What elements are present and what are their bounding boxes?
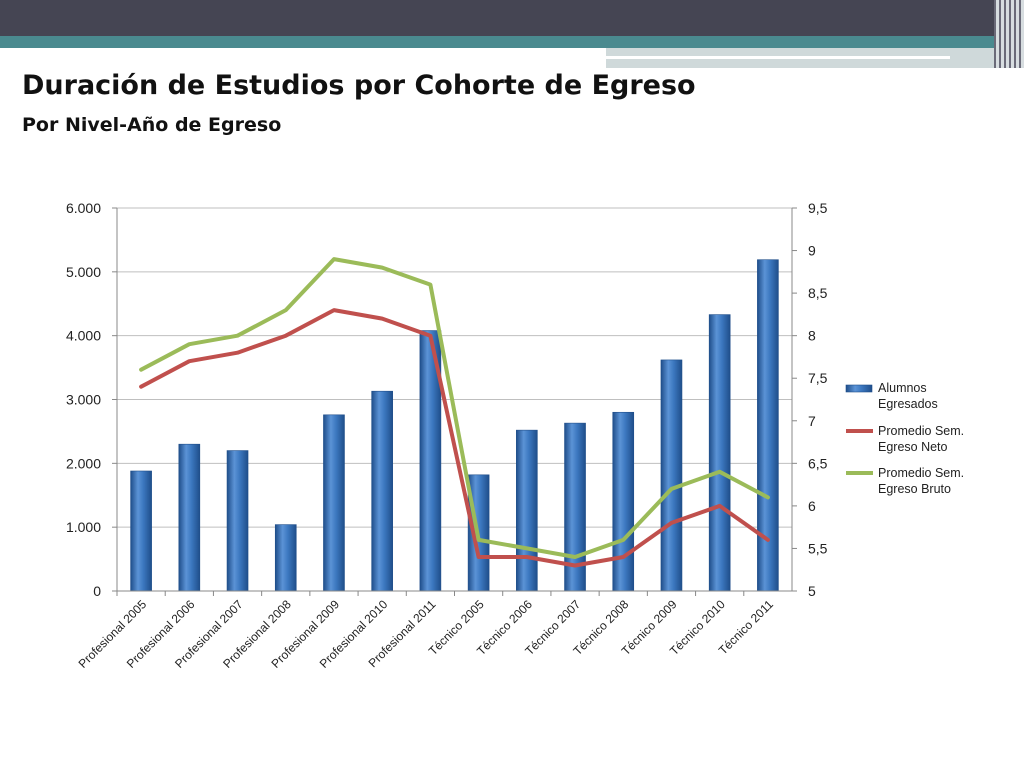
bar <box>323 414 345 592</box>
bar <box>130 470 152 592</box>
legend-label: Promedio Sem. <box>878 466 964 480</box>
bar <box>708 314 731 592</box>
y-left-tick-label: 4.000 <box>66 328 101 344</box>
bar <box>178 443 201 592</box>
bar <box>612 411 635 592</box>
y-right-tick-label: 6 <box>808 498 816 514</box>
bar <box>660 359 683 592</box>
y-right-tick-label: 8,5 <box>808 285 828 301</box>
line-bruto <box>139 257 770 559</box>
slide-subtitle: Por Nivel-Año de Egreso <box>22 114 282 136</box>
line-neto <box>139 308 770 568</box>
y-right-tick-label: 7 <box>808 413 816 429</box>
y-left-tick-label: 1.000 <box>66 519 101 535</box>
y-left-tick-label: 2.000 <box>66 455 101 471</box>
slide-title: Duración de Estudios por Cohorte de Egre… <box>22 70 696 101</box>
y-right-tick-label: 6,5 <box>808 455 828 471</box>
y-right-tick-label: 5 <box>808 583 816 599</box>
legend-swatch-bar <box>845 384 873 393</box>
header-band-dark <box>0 0 1024 36</box>
bar <box>516 429 538 592</box>
line-series <box>139 257 770 568</box>
legend-label: Egresados <box>878 397 938 411</box>
header-stripes <box>994 0 1024 68</box>
bar-series-alumnos <box>130 259 779 592</box>
y-right-tick-label: 7,5 <box>808 370 828 386</box>
y-left-tick-label: 5.000 <box>66 264 101 280</box>
y-right-tick-label: 9 <box>808 243 816 259</box>
legend-label: Alumnos <box>878 381 927 395</box>
legend-label: Promedio Sem. <box>878 424 964 438</box>
y-left-tick-label: 6.000 <box>66 200 101 216</box>
y-right-tick-label: 8 <box>808 328 816 344</box>
bar <box>274 524 297 592</box>
legend-label: Egreso Bruto <box>878 482 951 496</box>
bar <box>371 390 393 592</box>
y-right-tick-label: 5,5 <box>808 540 828 556</box>
y-left-tick-label: 3.000 <box>66 392 101 408</box>
legend: Alumnos Egresados Promedio Sem. Egreso Neto… <box>845 381 964 496</box>
bar <box>226 450 249 592</box>
header-band-teal <box>0 36 1024 48</box>
header-line <box>606 56 950 59</box>
y-right-tick-label: 9,5 <box>808 200 828 216</box>
y-left-tick-label: 0 <box>93 583 101 599</box>
gridlines <box>117 207 792 592</box>
legend-label: Egreso Neto <box>878 440 948 454</box>
